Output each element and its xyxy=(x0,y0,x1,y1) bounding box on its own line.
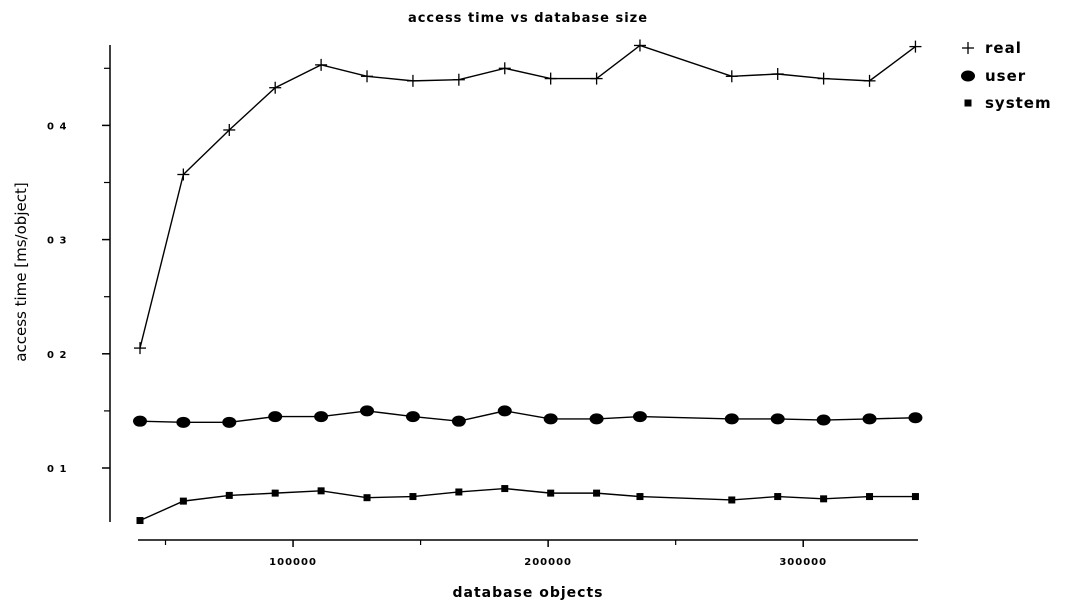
point-real-14 xyxy=(817,72,830,85)
point-real-10 xyxy=(590,72,603,85)
legend-label-system: system xyxy=(985,94,1052,112)
series-line-real xyxy=(139,44,916,349)
point-system-12 xyxy=(728,496,736,504)
point-real-7 xyxy=(452,73,465,86)
point-real-8 xyxy=(498,62,511,75)
point-user-11 xyxy=(632,411,647,423)
point-user-2 xyxy=(222,416,237,428)
x-axis-label: database objects xyxy=(452,585,603,601)
point-real-6 xyxy=(406,74,419,87)
point-real-5 xyxy=(361,70,374,83)
series-layer xyxy=(133,39,923,525)
point-real-2 xyxy=(223,123,236,136)
point-real-15 xyxy=(863,74,876,87)
point-user-0 xyxy=(133,415,147,427)
point-user-12 xyxy=(724,413,739,425)
point-real-16 xyxy=(909,40,922,53)
x-axis-ticks: 100000 200000 300000 xyxy=(164,540,827,568)
y-axis-label: access time [ms/object] xyxy=(12,182,30,361)
chart-title: access time vs database size xyxy=(408,11,648,26)
legend-label-user: user xyxy=(985,67,1026,85)
point-real-11 xyxy=(633,39,646,52)
point-user-9 xyxy=(543,413,558,425)
point-system-11 xyxy=(636,493,644,501)
point-user-5 xyxy=(360,405,375,417)
y-axis-ticks: 0 1 0 2 0 3 0 4 xyxy=(47,67,110,475)
series-line-user xyxy=(139,410,916,424)
point-system-14 xyxy=(820,495,828,503)
y-tick-label-0: 0 1 xyxy=(47,464,67,475)
point-system-4 xyxy=(317,487,325,495)
point-user-13 xyxy=(770,413,785,425)
legend-marker-real xyxy=(962,42,974,54)
series-system xyxy=(136,485,919,525)
y-tick-label-3: 0 4 xyxy=(47,121,67,132)
point-system-8 xyxy=(501,485,509,493)
point-real-13 xyxy=(771,68,784,81)
point-system-9 xyxy=(547,489,555,497)
legend-marker-user xyxy=(961,70,975,82)
series-real xyxy=(134,39,922,355)
y-tick-label-1: 0 2 xyxy=(47,350,67,361)
point-real-3 xyxy=(269,81,282,94)
point-system-5 xyxy=(363,494,371,502)
point-system-3 xyxy=(271,489,279,497)
y-tick-label-2: 0 3 xyxy=(47,236,67,247)
point-user-14 xyxy=(816,414,831,426)
point-user-3 xyxy=(268,411,283,423)
legend: real user system xyxy=(961,39,1052,112)
point-user-1 xyxy=(176,416,191,428)
point-user-4 xyxy=(314,411,329,423)
series-line-system xyxy=(139,487,916,522)
point-system-15 xyxy=(866,493,874,501)
point-system-1 xyxy=(179,497,187,505)
point-system-7 xyxy=(455,488,463,496)
point-user-16 xyxy=(908,412,923,424)
point-real-9 xyxy=(544,72,557,85)
point-user-10 xyxy=(589,413,604,425)
point-real-4 xyxy=(315,58,328,71)
series-user xyxy=(133,405,923,428)
point-user-6 xyxy=(405,411,420,423)
point-real-1 xyxy=(177,168,190,181)
point-system-13 xyxy=(774,493,782,501)
x-tick-label-2: 300000 xyxy=(779,557,827,568)
x-tick-label-0: 100000 xyxy=(269,557,317,568)
point-user-8 xyxy=(497,405,512,417)
point-real-0 xyxy=(134,342,146,355)
point-real-12 xyxy=(725,70,738,83)
point-system-16 xyxy=(911,493,919,501)
legend-marker-system xyxy=(964,99,972,107)
point-system-6 xyxy=(409,493,417,501)
legend-label-real: real xyxy=(985,39,1022,57)
point-system-2 xyxy=(225,491,233,499)
x-tick-label-1: 200000 xyxy=(524,557,572,568)
point-system-0 xyxy=(136,517,144,525)
point-user-15 xyxy=(862,413,877,425)
point-user-7 xyxy=(451,415,466,427)
point-system-10 xyxy=(593,489,601,497)
